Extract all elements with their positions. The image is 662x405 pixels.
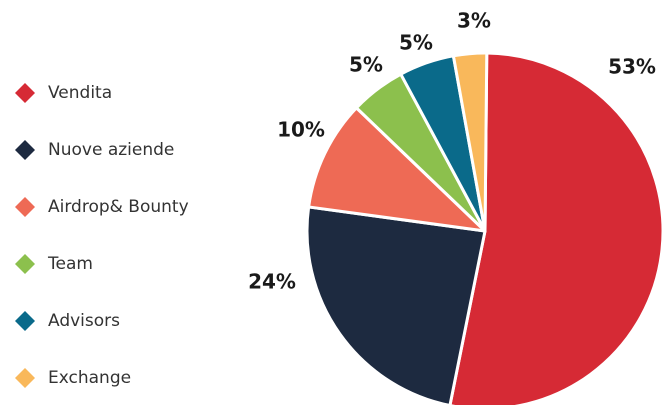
legend-label: Exchange xyxy=(48,368,131,388)
data-label: 5% xyxy=(399,31,433,55)
legend-marker xyxy=(15,140,35,160)
legend-marker xyxy=(15,83,35,103)
legend-label: Airdrop& Bounty xyxy=(48,197,189,217)
legend-label: Advisors xyxy=(48,311,120,331)
legend-label: Vendita xyxy=(48,83,112,103)
data-label: 53% xyxy=(608,55,656,79)
legend-marker xyxy=(15,311,35,331)
pie-slice xyxy=(307,106,487,233)
legend-marker xyxy=(15,368,35,388)
pie-slice xyxy=(451,51,489,233)
legend-marker xyxy=(15,254,35,274)
legend-marker xyxy=(15,197,35,217)
legend-label: Nuove aziende xyxy=(48,140,174,160)
data-label: 10% xyxy=(277,118,325,142)
data-label: 3% xyxy=(457,9,491,33)
pie-slice xyxy=(448,51,662,405)
legend-label: Team xyxy=(47,254,93,274)
pie-slice xyxy=(305,205,487,405)
data-label: 5% xyxy=(349,53,383,77)
data-label: 24% xyxy=(248,270,296,294)
